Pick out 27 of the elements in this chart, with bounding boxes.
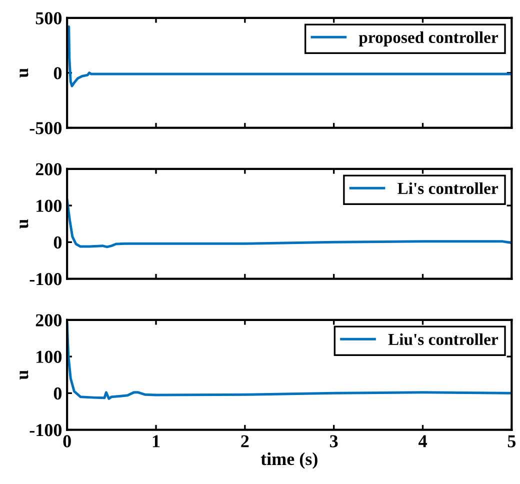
- y-tick-label: -500: [30, 122, 62, 134]
- y-tick-label: 0: [54, 67, 62, 80]
- y-tick-label: 100: [36, 200, 62, 212]
- y-axis-title: u: [20, 68, 28, 78]
- y-tick-label: 0: [54, 387, 62, 400]
- y-tick-label: -100: [30, 273, 62, 286]
- legend-label: Li's controller: [398, 182, 498, 194]
- y-tick-label: 200: [36, 163, 62, 176]
- x-tick-label: 0: [63, 435, 71, 448]
- x-tick-label: 1: [152, 435, 160, 448]
- y-tick-label: 100: [36, 350, 62, 363]
- y-tick-label: 500: [36, 12, 62, 24]
- y-axis-title: u: [20, 370, 28, 380]
- legend-label: proposed controller: [358, 31, 498, 46]
- x-tick-label: 2: [241, 435, 249, 448]
- y-axis-title: u: [20, 219, 28, 229]
- y-tick-label: 0: [54, 236, 62, 249]
- line-series: [67, 25, 512, 88]
- line-series: [67, 322, 512, 400]
- y-tick-label: 200: [36, 314, 62, 326]
- x-axis-title: time (s): [260, 452, 318, 469]
- x-tick-label: 4: [418, 435, 427, 448]
- legend-label: Liu's controller: [388, 333, 498, 346]
- x-tick-label: 3: [330, 435, 338, 448]
- line-series: [67, 198, 512, 248]
- y-tick-label: -100: [30, 424, 62, 436]
- x-tick-label: 5: [508, 435, 516, 448]
